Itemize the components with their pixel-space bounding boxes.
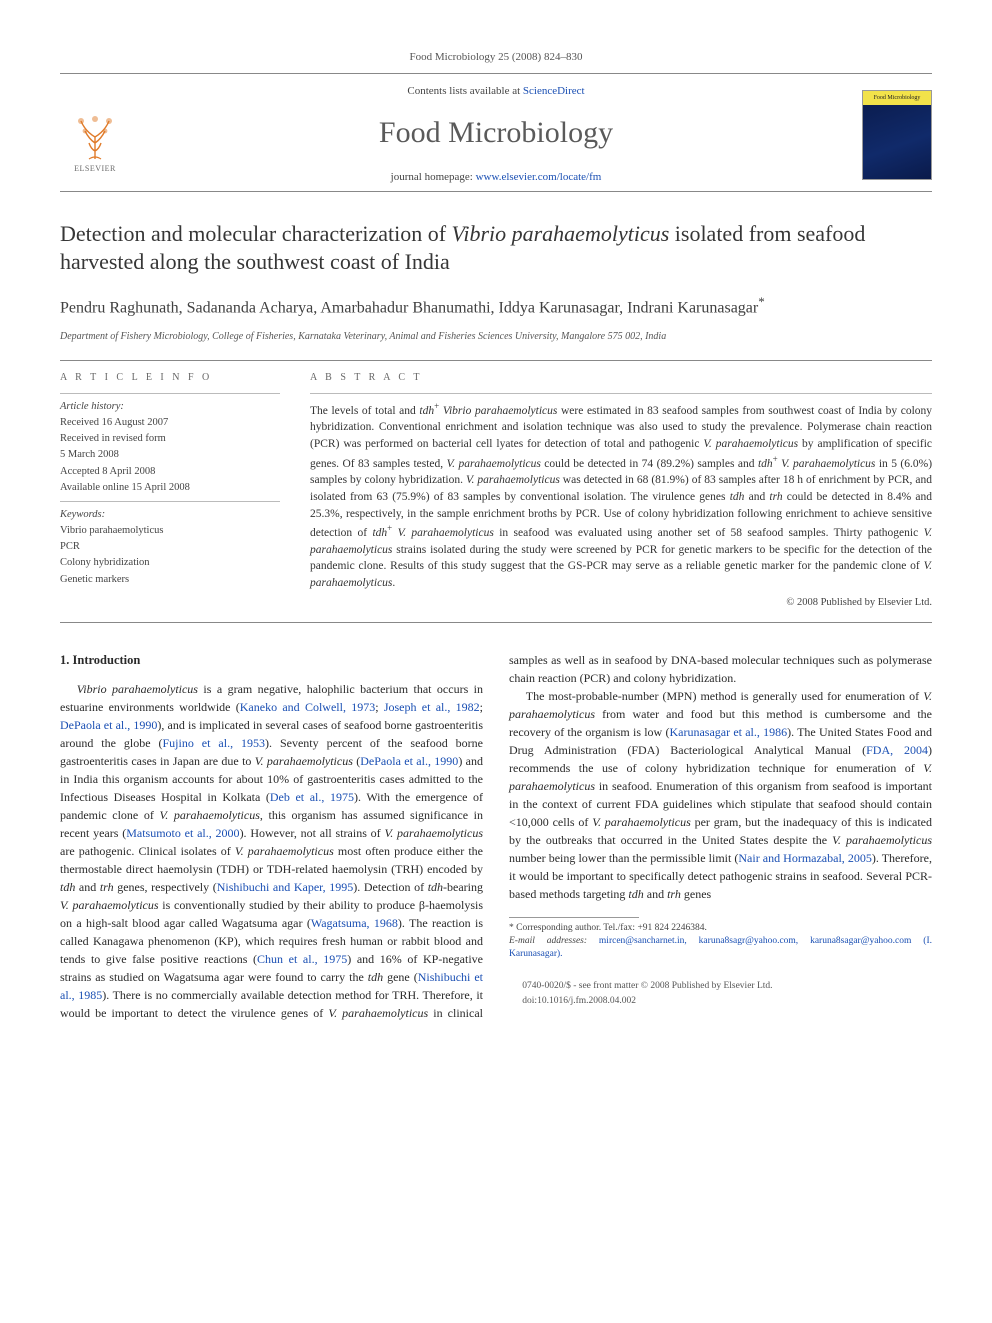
corresponding-mark: * <box>758 294 765 309</box>
publisher-logo: ELSEVIER <box>60 96 130 174</box>
citation-link[interactable]: FDA, 2004 <box>866 743 928 757</box>
intro-paragraph-2: The most-probable-number (MPN) method is… <box>509 687 932 903</box>
body-two-column: 1. Introduction Vibrio parahaemolyticus … <box>60 651 932 1022</box>
history-label: Article history: <box>60 400 280 414</box>
masthead: ELSEVIER Contents lists available at Sci… <box>60 84 932 185</box>
keyword-4: Genetic markers <box>60 573 280 587</box>
online-date: Available online 15 April 2008 <box>60 481 280 495</box>
citation-link[interactable]: DePaola et al., 1990 <box>360 754 458 768</box>
title-part1: Detection and molecular characterization… <box>60 221 452 246</box>
section-1-heading: 1. Introduction <box>60 651 483 670</box>
abstract-heading: A B S T R A C T <box>310 371 932 385</box>
authors-text: Pendru Raghunath, Sadananda Acharya, Ama… <box>60 300 758 317</box>
info-abstract-row: A R T I C L E I N F O Article history: R… <box>60 371 932 611</box>
author-list: Pendru Raghunath, Sadananda Acharya, Ama… <box>60 293 932 320</box>
homepage-line: journal homepage: www.elsevier.com/locat… <box>130 170 862 185</box>
citation-link[interactable]: Fujino et al., 1953 <box>163 736 266 750</box>
abstract-text: The levels of total and tdh+ Vibrio para… <box>310 400 932 592</box>
citation-link[interactable]: Nair and Hormazabal, 2005 <box>738 851 871 865</box>
revised-line2: 5 March 2008 <box>60 448 280 462</box>
citation-link[interactable]: Matsumoto et al., 2000 <box>126 826 239 840</box>
abstract-copyright: © 2008 Published by Elsevier Ltd. <box>310 596 932 611</box>
keywords-label: Keywords: <box>60 508 280 522</box>
article-info-column: A R T I C L E I N F O Article history: R… <box>60 371 280 611</box>
doi-line: doi:10.1016/j.fm.2008.04.002 <box>509 994 932 1008</box>
keyword-2: PCR <box>60 540 280 554</box>
corresponding-author-footnote: * Corresponding author. Tel./fax: +91 82… <box>509 922 932 935</box>
footer-block: 0740-0020/$ - see front matter © 2008 Pu… <box>509 979 932 1009</box>
footnotes-block: * Corresponding author. Tel./fax: +91 82… <box>509 922 932 960</box>
masthead-center: Contents lists available at ScienceDirec… <box>130 84 862 185</box>
elsevier-tree-icon <box>71 109 119 161</box>
citation-link[interactable]: Deb et al., 1975 <box>270 790 354 804</box>
journal-cover-thumb: Food Microbiology <box>862 90 932 180</box>
cover-band-label: Food Microbiology <box>863 91 931 105</box>
revised-line1: Received in revised form <box>60 432 280 446</box>
homepage-prefix: journal homepage: <box>391 171 476 183</box>
citation-link[interactable]: DePaola et al., 1990 <box>60 718 157 732</box>
article-title: Detection and molecular characterization… <box>60 220 932 275</box>
front-matter-line: 0740-0020/$ - see front matter © 2008 Pu… <box>509 979 932 993</box>
sciencedirect-link[interactable]: ScienceDirect <box>523 85 585 97</box>
kw1-text: Vibrio parahaemolyticus <box>60 525 163 536</box>
contents-available-line: Contents lists available at ScienceDirec… <box>130 84 862 99</box>
citation-link[interactable]: Chun et al., 1975 <box>257 952 347 966</box>
abstract-rule <box>310 393 932 394</box>
citation-link[interactable]: Joseph et al., 1982 <box>384 700 480 714</box>
homepage-link[interactable]: www.elsevier.com/locate/fm <box>476 171 602 183</box>
received-date: Received 16 August 2007 <box>60 416 280 430</box>
publisher-name: ELSEVIER <box>74 163 116 174</box>
citation-link[interactable]: Karunasagar et al., 1986 <box>669 725 787 739</box>
abstract-column: A B S T R A C T The levels of total and … <box>310 371 932 611</box>
citation-link[interactable]: Kaneko and Colwell, 1973 <box>240 700 375 714</box>
keyword-3: Colony hybridization <box>60 556 280 570</box>
article-info-heading: A R T I C L E I N F O <box>60 371 280 385</box>
title-italic-species: Vibrio parahaemolyticus <box>452 221 670 246</box>
accepted-date: Accepted 8 April 2008 <box>60 465 280 479</box>
post-abstract-rule <box>60 622 932 623</box>
email-label: E-mail addresses: <box>509 936 587 946</box>
email-footnote: E-mail addresses: mircen@sancharnet.in, … <box>509 935 932 961</box>
journal-name: Food Microbiology <box>130 112 862 154</box>
info-rule-2 <box>60 501 280 502</box>
affiliation: Department of Fishery Microbiology, Coll… <box>60 330 932 344</box>
masthead-bottom-rule <box>60 191 932 192</box>
contents-prefix: Contents lists available at <box>407 85 522 97</box>
footnote-rule <box>509 917 639 918</box>
citation-link[interactable]: Nishibuchi and Kaper, 1995 <box>217 880 354 894</box>
citation-link[interactable]: Wagatsuma, 1968 <box>311 916 398 930</box>
top-rule <box>60 73 932 74</box>
pre-info-rule <box>60 360 932 361</box>
keyword-1: Vibrio parahaemolyticus <box>60 524 280 538</box>
running-head: Food Microbiology 25 (2008) 824–830 <box>60 50 932 65</box>
info-rule-1 <box>60 393 280 394</box>
